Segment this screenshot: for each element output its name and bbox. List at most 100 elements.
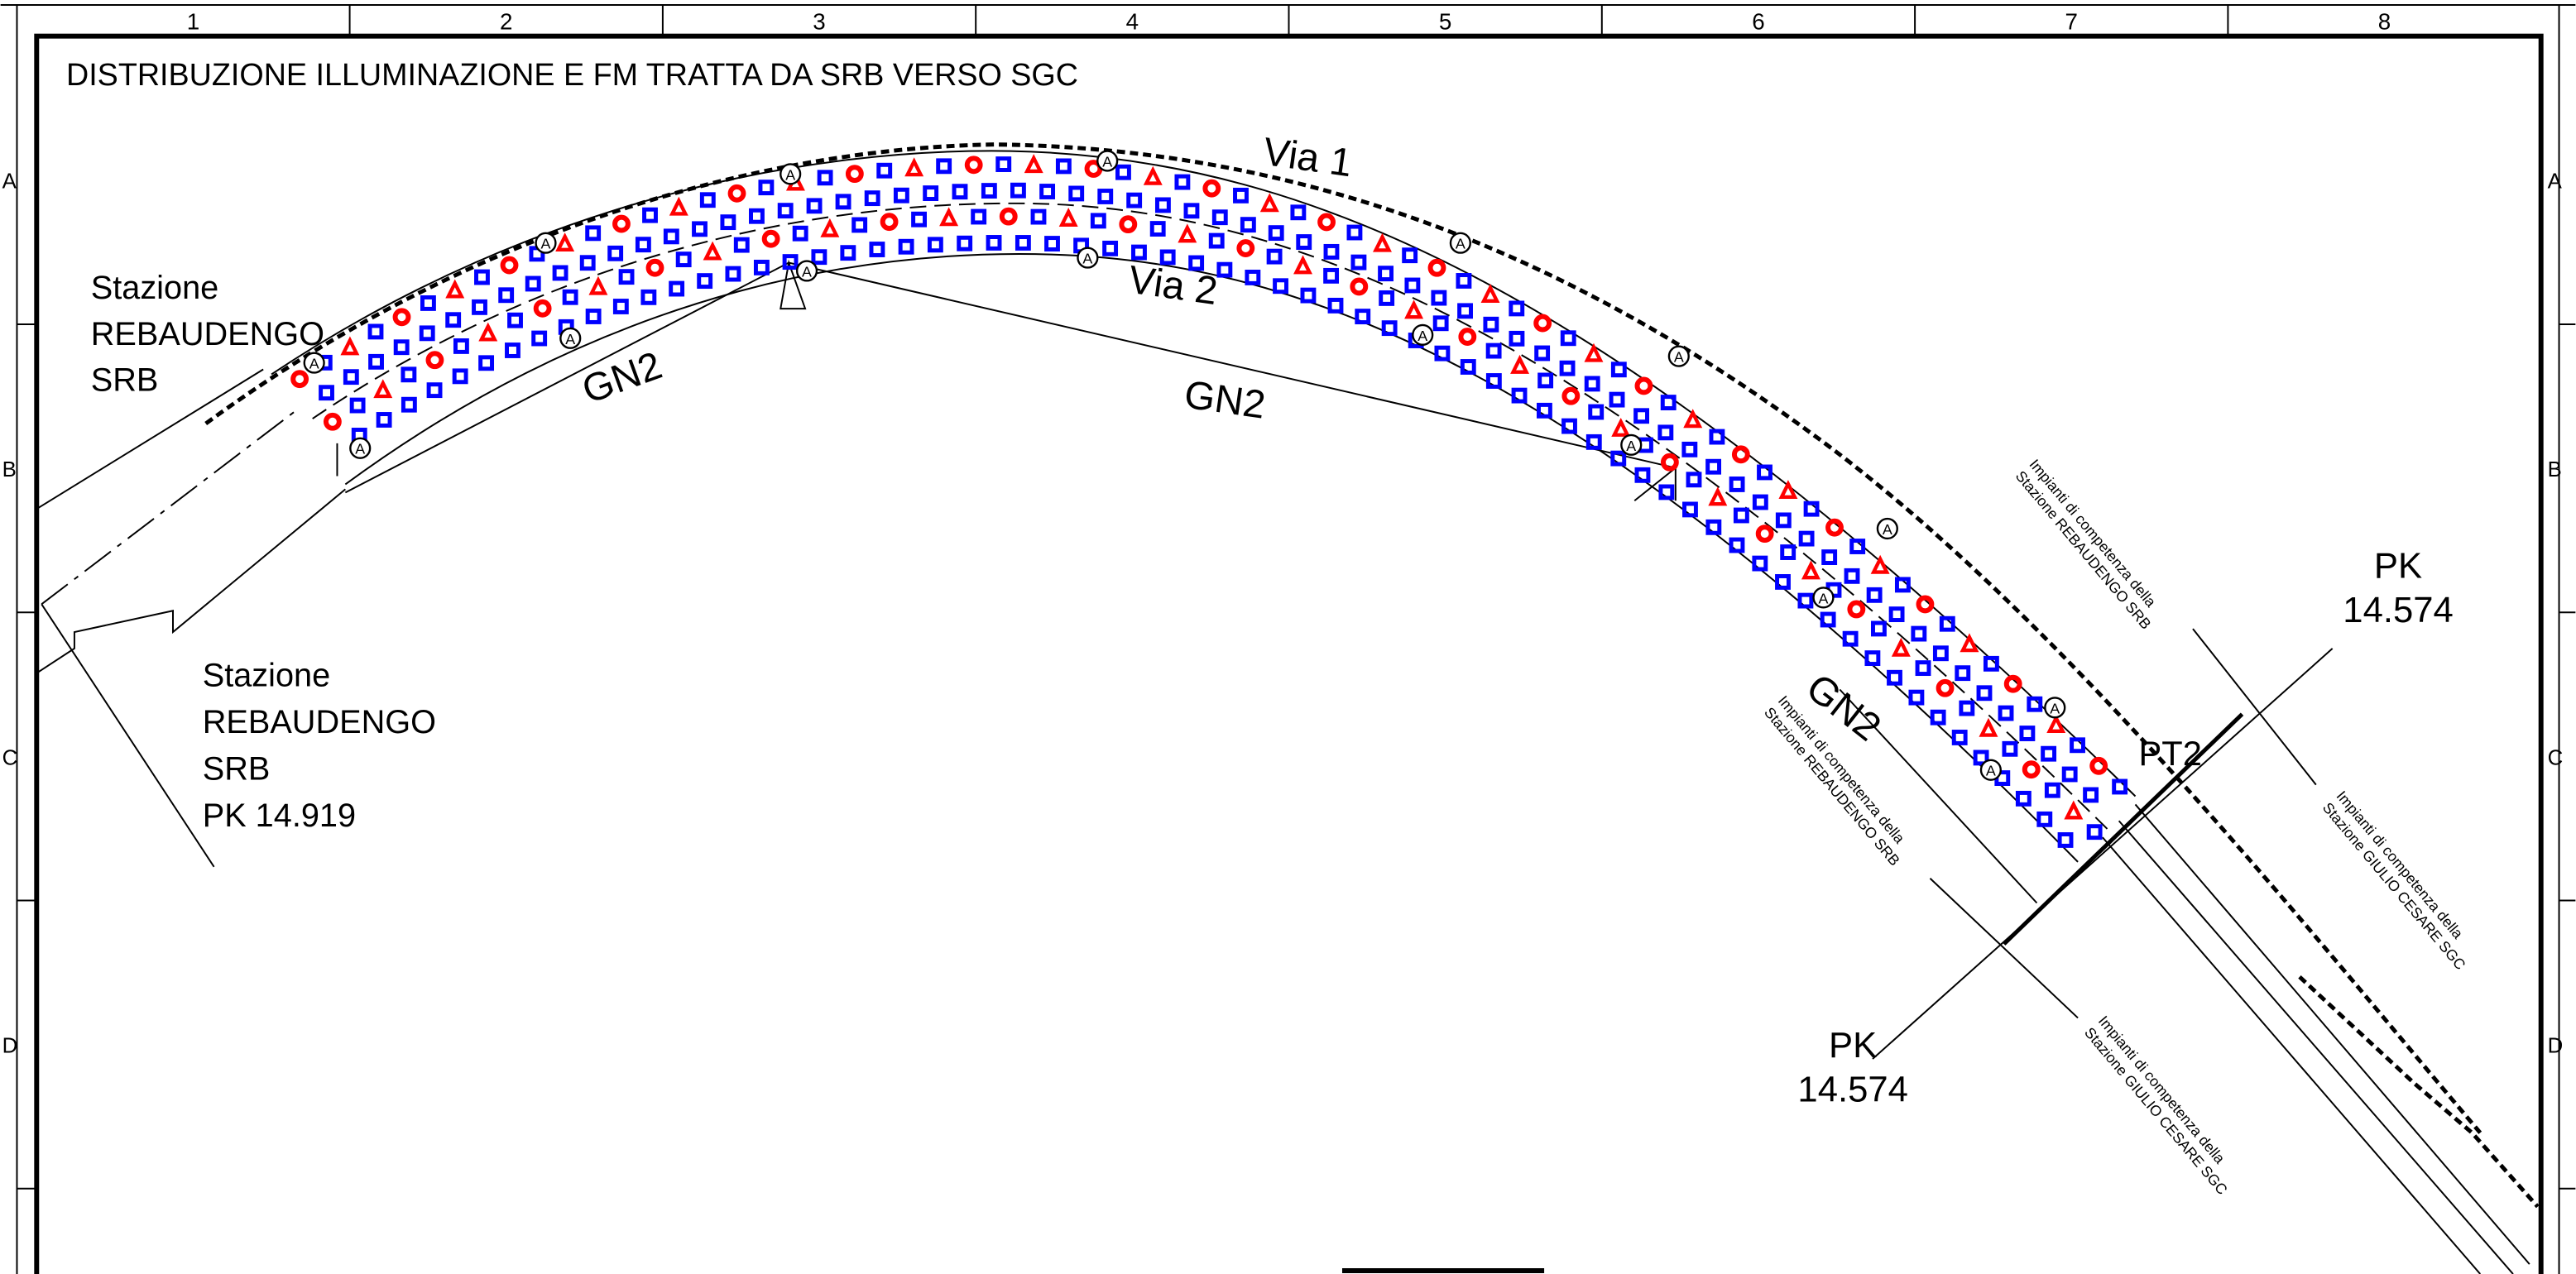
emergency-light [1584,342,1604,362]
socket [2027,696,2043,712]
socket [1296,234,1312,250]
socket [612,299,629,314]
socket [2044,782,2060,798]
socket [1983,655,1999,672]
emergency-light [588,275,608,295]
emergency-light [1683,409,1703,429]
socket [1864,650,1881,667]
socket [1208,232,1225,249]
socket [995,156,1012,172]
socket [1149,221,1166,237]
marker-label: A [565,331,575,347]
socket [749,208,765,224]
socket [1973,750,1989,766]
socket [851,217,868,233]
marker-label: A [1818,590,1828,606]
light [761,229,780,248]
socket [640,289,657,305]
light [1936,678,1955,697]
marker-circle [1812,587,1835,609]
socket [1609,391,1625,408]
pt-label: PT2 [2138,734,2201,773]
socket [1752,494,1768,510]
socket [1775,512,1792,529]
emergency-light [1891,637,1911,657]
socket [1752,555,1768,572]
socket [2015,790,2032,807]
socket [1887,669,1902,686]
socket [2002,740,2018,757]
socket [552,265,568,281]
socket [1559,360,1576,376]
light [1119,215,1138,234]
socket [699,192,716,208]
light [1317,213,1336,232]
socket [1803,500,1820,517]
socket [806,198,823,214]
socket [1068,185,1085,202]
socket [1323,243,1340,260]
row-label: A [2548,170,2563,194]
pk-label: 14.574 [2343,590,2453,630]
marker-circle [1412,323,1434,346]
socket [1733,507,1749,524]
socket [635,237,651,253]
marker-circle [303,352,325,374]
socket [618,269,635,285]
socket [952,184,968,200]
station-label: REBAUDENGO [203,704,436,740]
socket [1102,240,1119,256]
socket [936,158,952,175]
socket [733,237,750,253]
socket [692,221,708,237]
socket [525,275,541,292]
socket [1634,467,1651,483]
socket [1174,174,1191,190]
socket [981,183,997,199]
emergency-light [1870,554,1890,574]
socket [2083,787,2099,803]
socket [1775,574,1791,590]
socket [1290,204,1307,221]
socket [1456,273,1472,289]
socket [777,203,794,219]
row-label: C [2548,746,2564,769]
socket [1798,530,1815,547]
socket [1273,278,1288,295]
socket [1915,660,1931,677]
socket [474,269,490,285]
emergency-light [1404,299,1424,319]
marker-label: A [1102,153,1112,170]
socket [1955,665,1971,682]
marker-label: A [355,441,365,457]
socket [319,385,334,401]
marker-label: A [1674,349,1684,366]
marker-label: A [785,166,795,183]
light [500,256,519,275]
marker-label: A [2050,700,2060,716]
socket [585,309,602,324]
socket [1709,429,1725,445]
socket [1866,587,1883,603]
socket [1681,441,1698,457]
socket [1402,247,1418,264]
socket [1379,290,1395,306]
socket [1485,373,1502,389]
socket [1959,700,1975,716]
marker-circle [795,260,818,282]
pk-label: PK [2374,546,2422,587]
socket [1159,249,1176,266]
marker-circle [1096,150,1119,172]
station-label: SRB [203,751,271,788]
socket [562,289,578,305]
pk-label: 14.574 [1797,1070,1907,1110]
marker-circle [1077,247,1099,269]
marker-label: A [1418,328,1427,344]
socket [1346,224,1363,241]
light [323,412,342,431]
light [392,308,411,327]
marker-label: A [309,356,319,372]
socket [349,397,366,414]
station-label: Stazione [203,658,330,694]
